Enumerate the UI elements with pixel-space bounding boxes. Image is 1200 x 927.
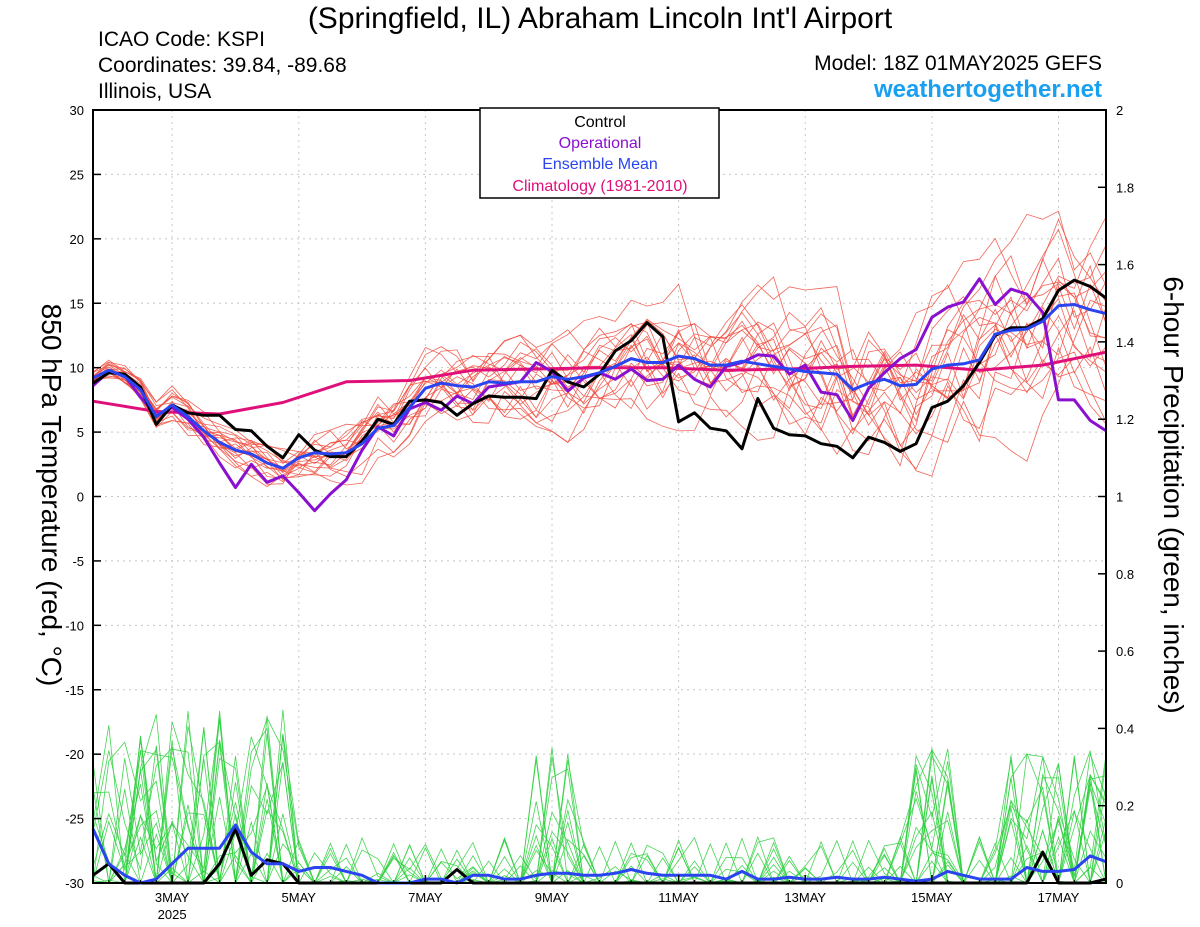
- legend-ensemble-mean: Ensemble Mean: [542, 156, 658, 173]
- y-left-tick-label: -25: [65, 812, 84, 827]
- y-right-tick-label: 2: [1116, 103, 1123, 118]
- y-left-tick-label: 5: [77, 425, 84, 440]
- y-right-tick-label: 0: [1116, 876, 1123, 891]
- y-left-tick-label: -5: [72, 554, 84, 569]
- x-tick-label: 15MAY: [911, 890, 953, 905]
- y-right-tick-label: 1.2: [1116, 412, 1134, 427]
- temp-member-line: [92, 306, 1107, 479]
- temp-member-line: [92, 317, 1107, 485]
- x-tick-label: 7MAY: [408, 890, 443, 905]
- y-right-tick-label: 0.2: [1116, 799, 1134, 814]
- icao-code: ICAO Code: KSPI: [98, 28, 265, 51]
- x-tick-sublabel: 2025: [158, 907, 187, 922]
- data-series: [91, 277, 1107, 885]
- y-right-tick-label: 0.4: [1116, 721, 1134, 736]
- x-tick-label: 17MAY: [1038, 890, 1080, 905]
- precip-ensemble-mean-line: [91, 823, 1107, 885]
- y-right-tick-label: 1.4: [1116, 335, 1134, 350]
- y-right-tick-label: 1: [1116, 490, 1123, 505]
- y-right-tick-label: 1.8: [1116, 180, 1134, 195]
- y-right-tick-label: 0.8: [1116, 567, 1134, 582]
- y-left-tick-label: 0: [77, 490, 84, 505]
- x-tick-label: 5MAY: [282, 890, 317, 905]
- y-left-tick-label: -15: [65, 683, 84, 698]
- y-right-axis-label: 6-hour Precipitation (green, inches): [1158, 276, 1189, 713]
- temp-member-line: [92, 283, 1107, 454]
- legend: Control Operational Ensemble Mean Climat…: [479, 107, 720, 199]
- legend-control: Control: [574, 114, 626, 131]
- y-right-tick-label: 1.6: [1116, 258, 1134, 273]
- axis-ticks: -30-25-20-15-10-505101520253000.20.40.60…: [65, 103, 1134, 922]
- y-left-tick-label: 15: [70, 296, 84, 311]
- y-left-tick-label: -30: [65, 876, 84, 891]
- temp-member-line: [92, 257, 1107, 488]
- temp-member-line: [92, 216, 1107, 472]
- y-left-axis-label: 850 hPa Temperature (red, °C): [36, 304, 67, 687]
- temp-member-line: [92, 271, 1107, 459]
- x-tick-label: 3MAY: [155, 890, 190, 905]
- ensemble-members: [92, 210, 1107, 885]
- temp-member-line: [92, 237, 1107, 477]
- x-tick-label: 11MAY: [658, 890, 699, 905]
- region: Illinois, USA: [98, 80, 212, 103]
- temp-member-line: [92, 319, 1107, 464]
- y-right-tick-label: 0.6: [1116, 644, 1134, 659]
- y-left-tick-label: 25: [70, 167, 84, 182]
- y-left-tick-label: -10: [65, 618, 84, 633]
- x-tick-label: 13MAY: [784, 890, 826, 905]
- x-tick-label: 9MAY: [535, 890, 570, 905]
- legend-operational: Operational: [559, 135, 642, 152]
- site-link[interactable]: weathertogether.net: [873, 76, 1102, 103]
- legend-box: [479, 107, 720, 199]
- legend-climatology: Climatology (1981-2010): [512, 178, 687, 195]
- chart-title: (Springfield, IL) Abraham Lincoln Int'l …: [307, 2, 893, 35]
- temp-member-line: [92, 210, 1107, 469]
- y-left-tick-label: 30: [70, 103, 84, 118]
- y-left-tick-label: 10: [70, 361, 84, 376]
- temp-member-line: [92, 245, 1107, 472]
- y-left-tick-label: -20: [65, 747, 84, 762]
- temp-ensemble-mean-line: [92, 303, 1107, 470]
- y-left-tick-label: 20: [70, 232, 84, 247]
- model-run: Model: 18Z 01MAY2025 GEFS: [814, 52, 1102, 75]
- coordinates: Coordinates: 39.84, -89.68: [98, 54, 347, 77]
- grid-lines: [93, 110, 1106, 883]
